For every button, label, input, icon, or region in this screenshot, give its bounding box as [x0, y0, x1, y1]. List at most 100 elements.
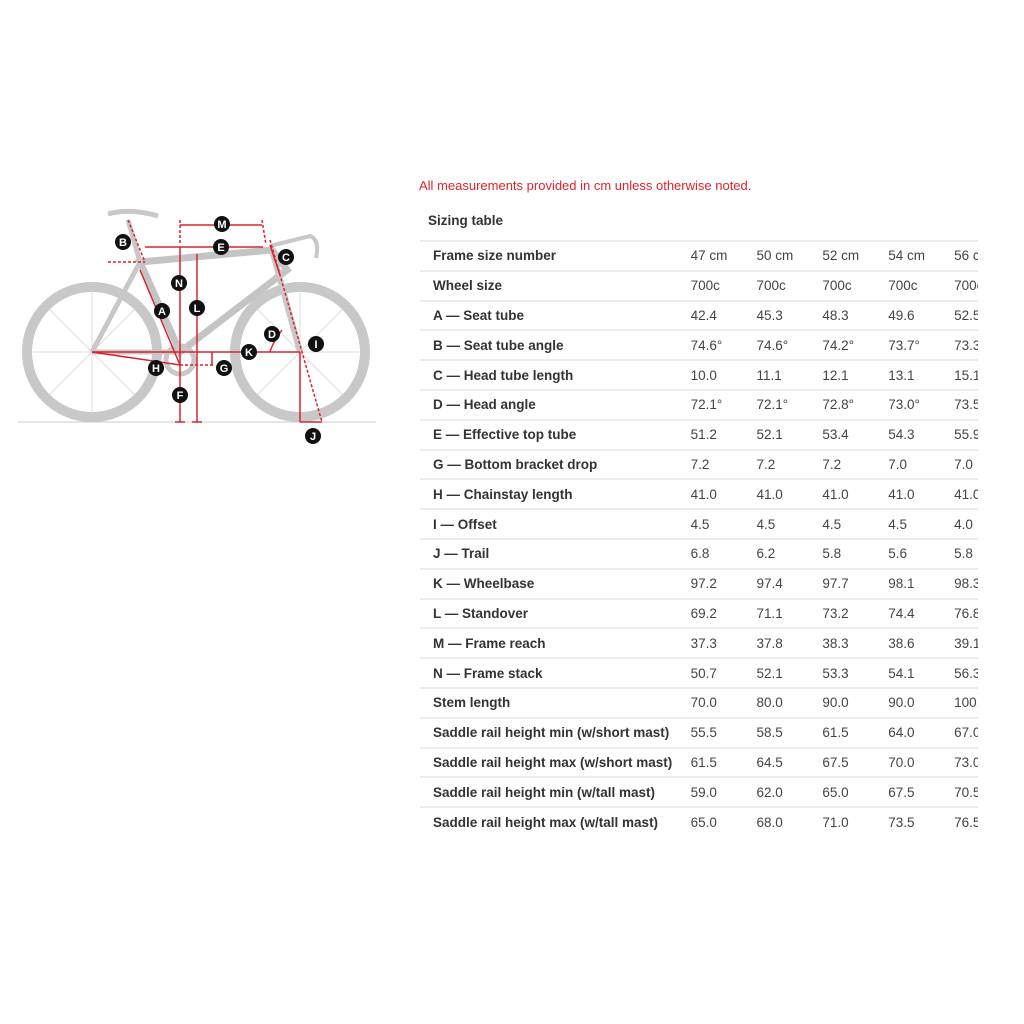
table-cell: 98.1 [888, 576, 915, 592]
table-cell: 56.3 [954, 665, 978, 681]
label-n: N [171, 275, 187, 291]
row-label: B — Seat tube angle [433, 337, 564, 353]
dimension-label-bubbles: A B C D E F G H I J K L M N [115, 216, 324, 444]
label-j: J [305, 428, 321, 444]
row-label: A — Seat tube [433, 307, 525, 323]
table-cell: 73.2 [822, 605, 849, 621]
table-cell: 76.8 [954, 605, 978, 621]
row-label: Saddle rail height max (w/tall mast) [433, 815, 659, 831]
svg-text:I: I [314, 339, 317, 351]
table-row: J — Trail 6.8 6.2 5.8 5.6 5.8 [420, 538, 978, 569]
table-cell: 12.1 [822, 367, 849, 383]
label-d: D [264, 326, 280, 342]
table-row: K — Wheelbase 97.2 97.4 97.7 98.1 98.3 [420, 568, 978, 599]
table-cell: 52.1 [756, 427, 783, 443]
table-cell: 98.3 [954, 576, 978, 592]
table-cell: 39.1 [954, 635, 978, 651]
table-cell: 65.0 [690, 815, 717, 831]
row-label: Wheel size [433, 278, 503, 294]
table-row: Saddle rail height min (w/short mast) 55.… [420, 717, 978, 748]
table-cell: 50 cm [756, 248, 794, 264]
table-cell: 13.1 [888, 367, 915, 383]
svg-text:G: G [220, 363, 229, 375]
label-c: C [278, 249, 294, 265]
label-e: E [213, 239, 229, 255]
table-cell: 48.3 [822, 307, 849, 323]
table-cell: 37.8 [756, 635, 783, 651]
table-cell: 73.0 [954, 754, 978, 770]
bike-geometry-diagram: A B C D E F G H I J K L M N [18, 208, 376, 444]
row-label: Saddle rail height min (w/tall mast) [433, 784, 656, 800]
table-cell: 67.0 [954, 725, 978, 741]
table-cell: 64.0 [888, 725, 915, 741]
table-cell: 68.0 [756, 815, 783, 831]
row-label: Frame size number [433, 248, 557, 264]
label-b: B [115, 234, 131, 250]
svg-text:C: C [282, 252, 290, 264]
table-cell: 97.2 [690, 576, 717, 592]
table-cell: 54 cm [888, 248, 925, 264]
sizing-table-title: Sizing table [428, 213, 504, 228]
table-cell: 41.0 [954, 486, 978, 502]
table-cell: 47 cm [690, 248, 728, 264]
table-cell: 4.5 [756, 516, 776, 532]
table-cell: 37.3 [690, 635, 717, 651]
table-cell: 73.5° [954, 397, 978, 413]
table-cell: 41.0 [690, 486, 717, 502]
table-cell: 72.1° [690, 397, 723, 413]
table-cell: 97.7 [822, 576, 849, 592]
table-cell: 73.3° [954, 337, 978, 353]
label-a: A [154, 303, 170, 319]
table-cell: 5.8 [954, 546, 973, 562]
table-cell: 41.0 [888, 486, 915, 502]
table-cell: 55.5 [690, 725, 717, 741]
row-label: Saddle rail height min (w/short mast) [433, 725, 670, 741]
table-cell: 76.5 [954, 815, 978, 831]
label-l: L [189, 300, 205, 316]
row-label: D — Head angle [433, 397, 536, 413]
table-cell: 72.1° [756, 397, 789, 413]
table-cell: 4.5 [822, 516, 842, 532]
row-label: Stem length [433, 695, 511, 711]
svg-text:B: B [119, 237, 127, 249]
table-cell: 49.6 [888, 307, 915, 323]
label-f: F [172, 387, 188, 403]
table-cell: 54.3 [888, 427, 915, 443]
table-cell: 74.6° [690, 337, 723, 353]
table-cell: 50.7 [690, 665, 717, 681]
row-label: E — Effective top tube [433, 427, 577, 443]
table-row: G — Bottom bracket drop 7.2 7.2 7.2 7.0 7.0 [420, 449, 978, 480]
table-cell: 53.4 [822, 427, 849, 443]
svg-text:N: N [175, 278, 183, 290]
dimension-lines [91, 219, 323, 423]
table-cell: 97.4 [756, 576, 783, 592]
table-cell: 15.1 [954, 367, 978, 383]
table-cell: 70.0 [690, 695, 717, 711]
table-cell: 41.0 [756, 486, 783, 502]
svg-text:F: F [177, 390, 184, 402]
table-cell: 5.6 [888, 546, 907, 562]
row-label: Saddle rail height max (w/short mast) [433, 754, 673, 770]
table-cell: 7.0 [888, 456, 907, 472]
table-row: Saddle rail height max (w/short mast) 61.… [420, 747, 978, 778]
table-row: D — Head angle 72.1° 72.1° 72.8° 73.0° 73.5° [420, 389, 978, 420]
table-cell: 10.0 [690, 367, 717, 383]
table-cell: 38.3 [822, 635, 849, 651]
table-row: M — Frame reach 37.3 37.8 38.3 38.6 39.1 [420, 628, 978, 658]
table-row: I — Offset 4.5 4.5 4.5 4.5 4.0 [420, 509, 978, 539]
table-row: Frame size number 47 cm 50 cm 52 cm 54 cm 56 … [420, 241, 978, 271]
table-row: H — Chainstay length 41.0 41.0 41.0 41.0 41.0 [420, 479, 978, 509]
table-cell: 70.0 [888, 754, 915, 770]
table-cell: 52.1 [756, 665, 783, 681]
table-cell: 56 cm [954, 248, 978, 264]
table-row: C — Head tube length 10.0 11.1 12.1 13.1 15.1 [420, 360, 978, 390]
table-cell: 7.2 [756, 456, 776, 472]
svg-text:K: K [245, 347, 253, 359]
table-cell: 4.5 [888, 516, 907, 532]
table-cell: 54.1 [888, 665, 915, 681]
table-cell: 4.5 [690, 516, 710, 532]
table-row: Stem length 70.0 80.0 90.0 90.0 100.0 [420, 687, 978, 718]
sizing-table-container: Frame size number 47 cm 50 cm 52 cm 54 cm 56 … [420, 240, 978, 837]
table-cell: 73.0° [888, 397, 920, 413]
table-cell: 7.2 [690, 456, 710, 472]
